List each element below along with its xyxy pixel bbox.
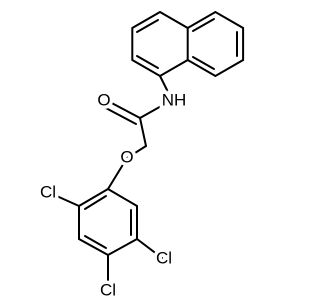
atom-label: O	[97, 90, 110, 109]
bond	[139, 99, 173, 119]
double-bond	[136, 19, 159, 33]
double-bond	[192, 18, 215, 32]
molecule-diagram: O NH O Cl Cl Cl	[39, 10, 245, 300]
atom-label: NH	[162, 90, 187, 109]
bonds	[49, 10, 245, 289]
double-bond	[192, 56, 215, 70]
double-bond	[136, 55, 159, 69]
ring	[131, 11, 189, 78]
bond	[136, 238, 163, 259]
ring	[78, 188, 138, 257]
bond	[139, 117, 147, 147]
double-bond	[84, 195, 107, 210]
atom-label: Cl	[156, 248, 172, 267]
double-bond	[84, 235, 107, 249]
atom-label: Cl	[40, 182, 56, 201]
bond	[107, 157, 128, 190]
bond	[126, 145, 147, 159]
double-bond	[101, 105, 137, 125]
atom-label: O	[120, 147, 133, 166]
bond	[49, 192, 80, 207]
atom-label: Cl	[100, 280, 116, 299]
bond	[159, 75, 173, 101]
bond	[105, 99, 141, 119]
ring	[186, 10, 245, 78]
